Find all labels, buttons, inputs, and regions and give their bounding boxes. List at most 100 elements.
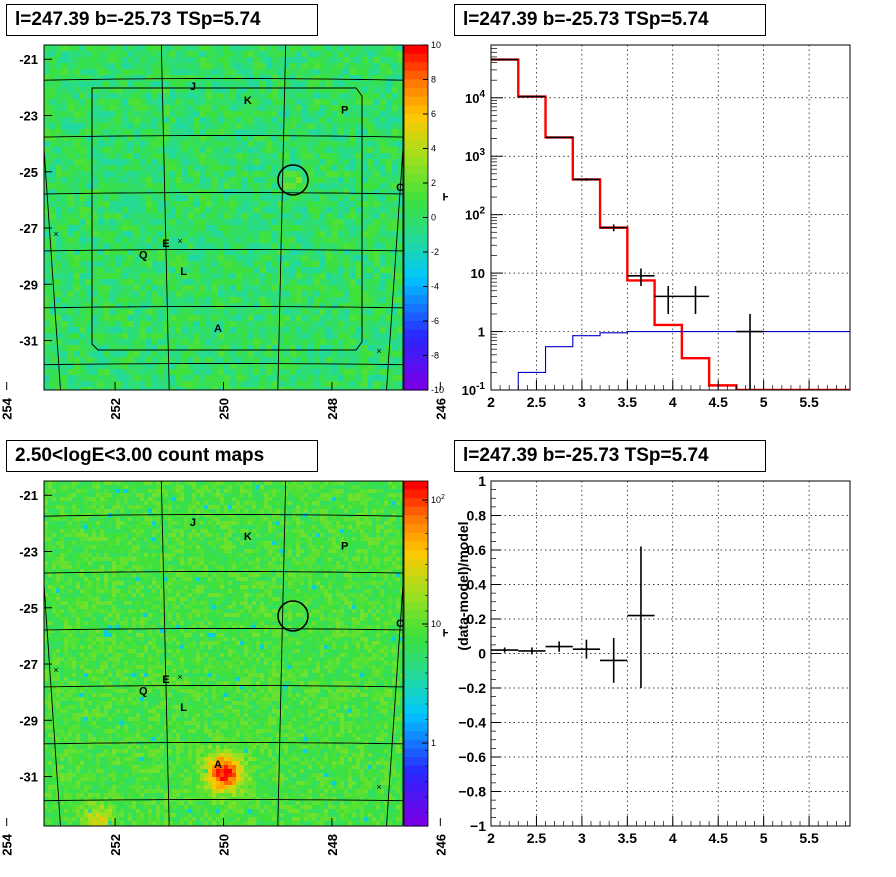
map-pixel: [254, 225, 260, 231]
map-pixel: [320, 529, 324, 533]
map-pixel: [276, 481, 280, 485]
map-pixel: [182, 45, 188, 51]
map-pixel: [290, 333, 296, 339]
map-pixel: [134, 57, 140, 63]
map-pixel: [242, 57, 248, 63]
map-pixel: [180, 481, 184, 485]
map-pixel: [248, 485, 252, 489]
map-pixel: [326, 207, 332, 213]
map-pixel: [360, 529, 364, 533]
map-pixel: [164, 521, 168, 525]
map-pixel: [56, 321, 62, 327]
map-pixel: [86, 351, 92, 357]
map-pixel: [56, 195, 62, 201]
map-pixel: [84, 481, 88, 485]
map-pixel: [44, 525, 48, 529]
map-pixel: [314, 81, 320, 87]
map-pixel: [76, 497, 80, 501]
map-pixel: [344, 165, 350, 171]
map-pixel: [158, 207, 164, 213]
map-pixel: [188, 529, 192, 533]
map-pixel: [392, 363, 398, 369]
map-pixel: [134, 225, 140, 231]
map-pixel: [44, 141, 50, 147]
map-pixel: [74, 57, 80, 63]
map-pixel: [80, 267, 86, 273]
map-pixel: [56, 99, 62, 105]
map-pixel: [236, 485, 240, 489]
map-pixel: [398, 273, 403, 279]
map-pixel: [44, 177, 50, 183]
map-pixel: [356, 57, 362, 63]
map-pixel: [200, 303, 206, 309]
map-pixel: [72, 513, 76, 517]
map-pixel: [302, 351, 308, 357]
map-pixel: [272, 509, 276, 513]
map-pixel: [368, 87, 374, 93]
map-pixel: [332, 339, 338, 345]
map-pixel: [392, 489, 396, 493]
map-pixel: [344, 279, 350, 285]
map-pixel: [88, 485, 92, 489]
map-pixel: [314, 237, 320, 243]
map-pixel: [260, 505, 264, 509]
colorbar-swatch: [404, 287, 428, 296]
map-pixel: [86, 117, 92, 123]
map-pixel: [236, 497, 240, 501]
map-pixel: [316, 497, 320, 501]
map-pixel: [122, 213, 128, 219]
map-pixel: [194, 159, 200, 165]
map-pixel: [398, 243, 403, 249]
map-pixel: [290, 273, 296, 279]
map-pixel: [164, 351, 170, 357]
map-pixel: [56, 497, 60, 501]
map-pixel: [86, 315, 92, 321]
map-pixel: [158, 267, 164, 273]
map-pixel: [158, 381, 164, 387]
map-pixel: [254, 339, 260, 345]
map-pixel: [60, 509, 64, 513]
map-pixel: [362, 207, 368, 213]
map-pixel: [332, 525, 336, 529]
map-pixel: [92, 183, 98, 189]
map-pixel: [224, 111, 230, 117]
map-pixel: [60, 525, 64, 529]
map-pixel: [50, 219, 56, 225]
map-pixel: [362, 171, 368, 177]
map-pixel: [64, 497, 68, 501]
map-pixel: [120, 517, 124, 521]
map-pixel: [278, 75, 284, 81]
map-pixel: [188, 165, 194, 171]
map-pixel: [344, 497, 348, 501]
map-pixel: [332, 529, 336, 533]
map-pixel: [218, 255, 224, 261]
map-pixel: [44, 267, 50, 273]
map-pixel: [296, 219, 302, 225]
map-pixel: [60, 481, 64, 485]
map-pixel: [248, 237, 254, 243]
colorbar-swatch: [404, 88, 428, 97]
map-pixel: [146, 303, 152, 309]
map-pixel: [124, 505, 128, 509]
map-pixel: [248, 57, 254, 63]
map-pixel: [92, 165, 98, 171]
map-pixel: [350, 285, 356, 291]
map-pixel: [362, 45, 368, 51]
map-pixel: [110, 213, 116, 219]
map-pixel: [116, 237, 122, 243]
map-pixel: [48, 521, 52, 525]
map-pixel: [80, 529, 84, 533]
map-pixel: [158, 189, 164, 195]
map-pixel: [304, 501, 308, 505]
map-pixel: [308, 231, 314, 237]
map-pixel: [248, 51, 254, 57]
map-pixel: [98, 153, 104, 159]
map-pixel: [240, 505, 244, 509]
map-pixel: [372, 517, 376, 521]
map-pixel: [320, 485, 324, 489]
map-pixel: [92, 321, 98, 327]
map-pixel: [80, 201, 86, 207]
map-pixel: [200, 485, 204, 489]
map-pixel: [96, 509, 100, 513]
map-pixel: [236, 147, 242, 153]
